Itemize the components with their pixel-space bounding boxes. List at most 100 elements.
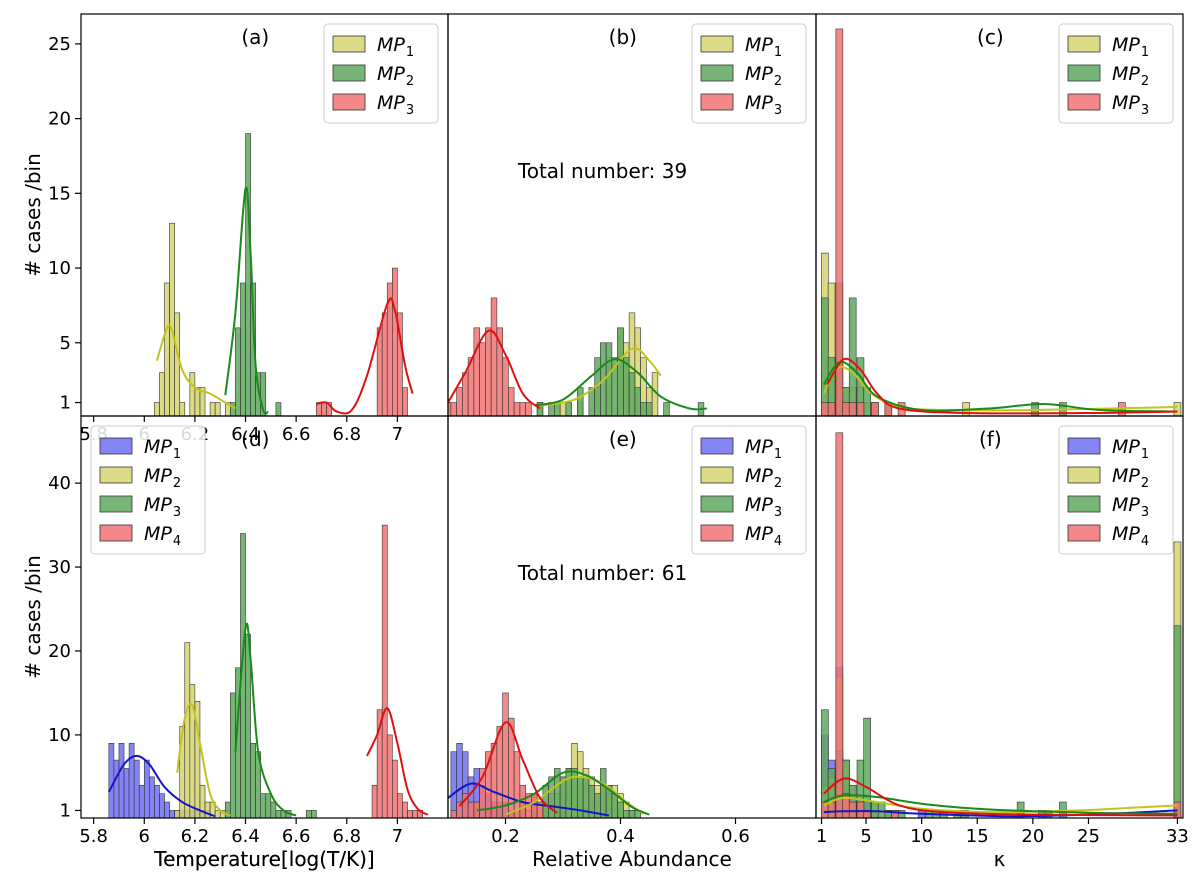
bar-b-mp3-12 bbox=[513, 402, 521, 416]
xtick-label-e: 0.6 bbox=[721, 826, 750, 847]
bar-b-mp2-13 bbox=[634, 387, 641, 416]
bar-d-mp1-12 bbox=[169, 810, 175, 818]
legend-swatch-e-2 bbox=[700, 495, 734, 513]
bar-e-mp4-14 bbox=[531, 793, 538, 818]
legend-swatch-d-1 bbox=[99, 466, 133, 484]
bar-a-mp2-1 bbox=[235, 327, 241, 416]
bar-d-mp2-2 bbox=[184, 642, 191, 818]
panel-frame-f bbox=[815, 415, 1184, 819]
legend-box-f bbox=[1058, 425, 1174, 555]
x-axis-label-f: κ bbox=[994, 847, 1006, 871]
bar-f-mp3-21 bbox=[1173, 625, 1182, 818]
legend-swatch-d-0 bbox=[99, 437, 133, 455]
bar-b-mp2-12 bbox=[628, 372, 636, 416]
kde-curve-f-mp4 bbox=[823, 777, 1178, 817]
panel-label-e: (e) bbox=[609, 427, 637, 451]
kde-curve-d-mp4 bbox=[366, 707, 429, 816]
bar-b-mp2-14 bbox=[640, 402, 647, 416]
bar-a-mp1-10 bbox=[214, 402, 221, 416]
y-axis-label-bottom: # cases /bin bbox=[21, 555, 45, 679]
kde-curve-c-mp2 bbox=[822, 360, 1178, 413]
kde-curve-d-mp1 bbox=[107, 754, 216, 818]
ytick-label-a: 5 bbox=[60, 333, 71, 354]
legend-swatch-b-1 bbox=[700, 64, 734, 82]
legend-swatch-d-2 bbox=[99, 495, 133, 513]
bar-b-mp3-10 bbox=[502, 357, 509, 416]
kde-curve-b-mp3 bbox=[448, 329, 541, 410]
bar-b-mp3-2 bbox=[456, 387, 463, 416]
bar-e-mp3-20 bbox=[628, 810, 636, 818]
x-axis-label-e: Relative Abundance bbox=[532, 847, 732, 871]
bar-e-mp4-0 bbox=[450, 810, 457, 818]
bar-e-mp4-3 bbox=[467, 801, 475, 818]
x-axis-label-d: Temperature[log(T/K)] bbox=[153, 847, 374, 871]
bar-f-mp4-4 bbox=[848, 801, 857, 818]
panel-label-b: (b) bbox=[609, 25, 637, 49]
legend-swatch-e-1 bbox=[700, 466, 734, 484]
kde-curve-c-mp3 bbox=[826, 357, 1178, 415]
xtick-label-a: 6.4 bbox=[231, 424, 260, 445]
bar-f-mp4-1 bbox=[827, 801, 836, 818]
legend-swatch-a-2 bbox=[332, 93, 366, 111]
bar-b-mp3-6 bbox=[479, 342, 486, 416]
xtick-label-e: 0.4 bbox=[606, 826, 635, 847]
ticks-f: 1 5 10 15 20 25 33 bbox=[816, 818, 1189, 847]
xtick-label-d: 5.8 bbox=[79, 826, 108, 847]
bar-d-mp1-4 bbox=[128, 743, 135, 818]
xtick-label-a: 6.6 bbox=[282, 424, 311, 445]
bar-a-mp1-0 bbox=[154, 402, 160, 416]
bar-d-mp1-6 bbox=[138, 784, 145, 818]
bar-b-mp2-11 bbox=[623, 357, 630, 416]
bar-d-mp2-8 bbox=[214, 810, 221, 818]
xtick-label-a: 6.8 bbox=[332, 424, 361, 445]
ytick-label-a: 15 bbox=[48, 183, 71, 204]
bar-b-mp3-7 bbox=[485, 327, 492, 416]
bar-c-mp3-4 bbox=[848, 402, 857, 416]
legend-swatch-c-0 bbox=[1067, 35, 1101, 53]
bar-e-mp3-18 bbox=[617, 801, 624, 818]
bar-b-mp3-3 bbox=[462, 372, 469, 416]
bar-a-mp1-3 bbox=[169, 222, 175, 416]
xtick-label-f: 20 bbox=[1021, 826, 1044, 847]
bar-f-mp3-8 bbox=[877, 801, 886, 818]
bar-d-mp1-10 bbox=[159, 793, 165, 818]
bar-e-mp4-8 bbox=[496, 726, 503, 818]
ytick-label-d: 40 bbox=[48, 473, 71, 494]
ytick-label-a: 10 bbox=[48, 258, 71, 279]
kde-curve-a-mp2 bbox=[224, 186, 270, 415]
legend-swatch-a-0 bbox=[332, 35, 366, 53]
legend-swatch-f-2 bbox=[1067, 495, 1101, 513]
bar-b-mp3-14 bbox=[525, 402, 532, 416]
bar-f-mp4-7 bbox=[891, 810, 899, 818]
ytick-label-d: 30 bbox=[48, 557, 71, 578]
bar-d-mp4-7 bbox=[407, 810, 413, 818]
bar-b-mp3-11 bbox=[508, 387, 515, 416]
bar-d-mp3-5 bbox=[250, 743, 256, 818]
xtick-label-e: 0.2 bbox=[491, 826, 520, 847]
kde-curve-e-mp1 bbox=[448, 782, 610, 817]
legend-swatch-c-2 bbox=[1067, 93, 1101, 111]
bar-b-mp3-13 bbox=[519, 402, 526, 416]
bar-b-mp1-9 bbox=[640, 357, 647, 416]
bar-d-mp3-9 bbox=[270, 801, 277, 818]
bar-c-mp3-3 bbox=[842, 402, 850, 416]
ytick-label-a: 25 bbox=[48, 34, 71, 55]
kde-curve-b-mp2 bbox=[534, 358, 707, 411]
bar-d-mp1-7 bbox=[143, 759, 150, 818]
xtick-label-d: 7 bbox=[392, 826, 403, 847]
bar-d-mp1-8 bbox=[149, 776, 155, 818]
bar-c-mp2-4 bbox=[848, 297, 857, 416]
bar-f-mp4-2 bbox=[835, 432, 844, 818]
bar-d-mp2-4 bbox=[194, 701, 201, 818]
bar-c-mp3-1 bbox=[827, 402, 836, 416]
bar-c-mp3-6 bbox=[871, 402, 879, 416]
bar-a-mp1-5 bbox=[179, 402, 186, 416]
kde-curve-e-mp4 bbox=[458, 721, 558, 814]
legend-swatch-f-0 bbox=[1067, 437, 1101, 455]
bar-a-mp1-2 bbox=[164, 282, 170, 416]
